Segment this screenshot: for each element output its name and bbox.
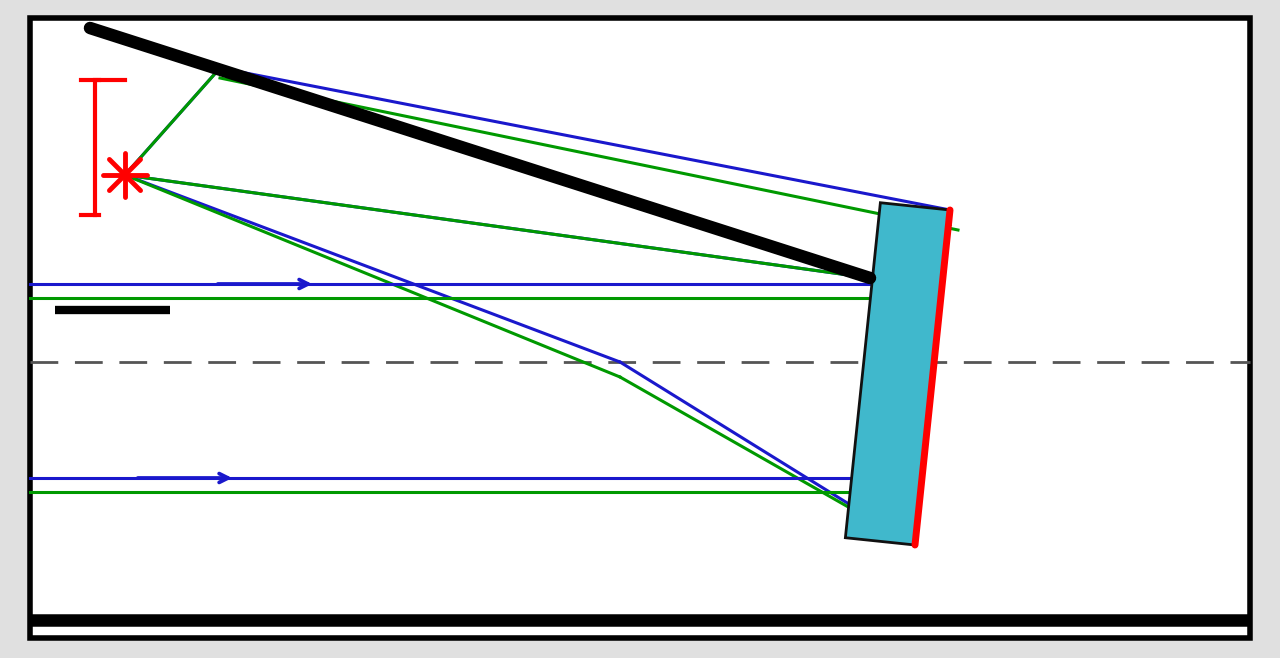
Polygon shape xyxy=(845,203,950,545)
